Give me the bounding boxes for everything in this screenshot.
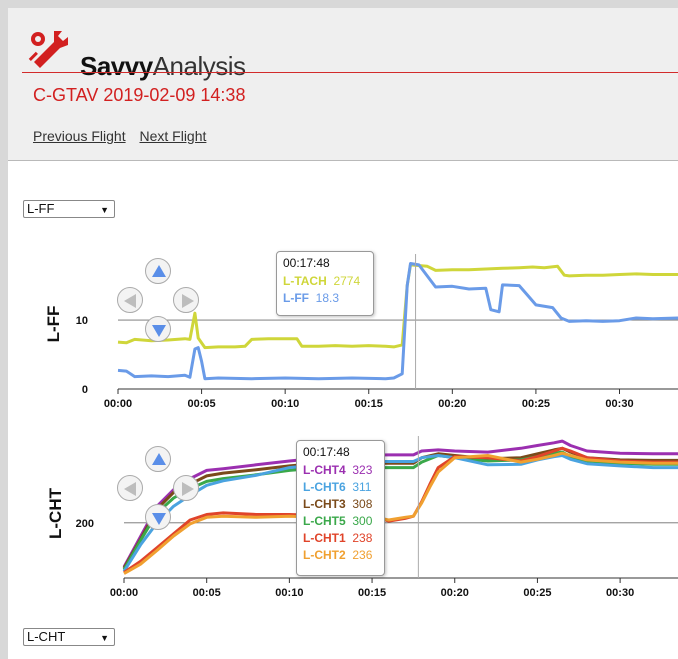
- chart1-xtick-label: 00:30: [605, 398, 633, 410]
- pan-left-button[interactable]: [117, 475, 143, 501]
- chart2-series-l-cht4: [122, 439, 678, 568]
- tooltip-row-cht4: L-CHT4 323: [303, 463, 373, 477]
- arrow-left-icon: [124, 482, 136, 496]
- arrow-up-icon: [152, 453, 166, 465]
- pan-up-button[interactable]: [145, 258, 171, 284]
- pan-right-button[interactable]: [173, 475, 199, 501]
- arrow-left-icon: [124, 294, 136, 308]
- brand-name: SavvyAnalysis: [80, 51, 246, 81]
- chart1-xtick-label: 00:00: [104, 398, 132, 410]
- brand-logo[interactable]: SavvyAnalysis: [24, 21, 264, 81]
- parameter-select-top-value: L-FF: [27, 201, 55, 216]
- chart2-tooltip: 00:17:48 L-CHT4 323 L-CHT6 311 L-CHT3 30…: [296, 440, 385, 576]
- chart2-pan-controls: [113, 444, 203, 534]
- tooltip-row-cht2: L-CHT2 236: [303, 548, 373, 562]
- chart2-xtick-label: 00:25: [523, 587, 551, 599]
- flight-title: C-GTAV 2019-02-09 14:38: [33, 85, 246, 105]
- tooltip-row-cht6: L-CHT6 311: [303, 480, 372, 494]
- fuel-flow-chart[interactable]: 0 10 00:00 00:05 00:10 00:15 00:20 00:25 00:30 00…: [0, 0, 678, 420]
- chart1-xtick-label: 00:05: [188, 398, 216, 410]
- chart2-xtick-label: 00:20: [441, 587, 469, 599]
- tooltip-row-cht1: L-CHT1 238: [303, 531, 373, 545]
- chart1-series-l-ff: [117, 262, 678, 381]
- chevron-down-icon: ▼: [100, 633, 109, 643]
- parameter-select-bottom-value: L-CHT: [27, 629, 66, 644]
- pan-right-button[interactable]: [173, 287, 199, 313]
- chart1-xtick-label: 00:15: [355, 398, 383, 410]
- chart2-series-l-cht2: [123, 451, 678, 575]
- tooltip-row-ff: L-FF 18.3: [283, 291, 340, 305]
- chart1-series-l-tach: [117, 263, 678, 350]
- pan-up-button[interactable]: [145, 446, 171, 472]
- chart1-xtick-label: 00:25: [522, 398, 550, 410]
- arrow-right-icon: [182, 294, 194, 308]
- previous-flight-link[interactable]: Previous Flight: [33, 128, 126, 144]
- flight-nav: Previous Flight Next Flight: [33, 128, 216, 144]
- arrow-down-icon: [152, 513, 166, 525]
- chart1-ytick-label: 0: [82, 384, 88, 396]
- wrench-logo-icon: [28, 31, 68, 68]
- pan-left-button[interactable]: [117, 287, 143, 313]
- arrow-up-icon: [152, 265, 166, 277]
- tooltip-row-cht3: L-CHT3 308: [303, 497, 373, 511]
- tooltip-time: 00:17:48: [283, 256, 330, 270]
- chart1-pan-controls: [113, 256, 203, 346]
- tooltip-row-cht5: L-CHT5 300: [303, 514, 373, 528]
- next-flight-link[interactable]: Next Flight: [139, 128, 207, 144]
- page-header: SavvyAnalysis C-GTAV 2019-02-09 14:38 Pr…: [8, 8, 678, 161]
- chart1-xtick-label: 00:20: [438, 398, 466, 410]
- chart1-tooltip: 00:17:48 L-TACH 2774 L-FF 18.3: [276, 251, 374, 316]
- tooltip-time: 00:17:48: [303, 445, 350, 459]
- arrow-down-icon: [152, 325, 166, 337]
- chevron-down-icon: ▼: [100, 205, 109, 215]
- browser-frame-top: [0, 0, 678, 8]
- pan-down-button[interactable]: [145, 504, 171, 530]
- parameter-select-top[interactable]: L-FF ▼: [23, 200, 115, 218]
- browser-frame-left: [0, 0, 8, 659]
- tooltip-row-tach: L-TACH 2774: [283, 274, 361, 288]
- chart1-ytick-label: 10: [76, 315, 88, 327]
- chart2-xtick-label: 00:10: [275, 587, 303, 599]
- chart2-ytick-label: 200: [76, 518, 94, 530]
- parameter-select-bottom[interactable]: L-CHT ▼: [23, 628, 115, 646]
- chart2-xtick-label: 00:05: [193, 587, 221, 599]
- header-divider: [22, 72, 678, 73]
- chart2-xtick-label: 00:30: [606, 587, 634, 599]
- chart2-xtick-label: 00:15: [358, 587, 386, 599]
- pan-down-button[interactable]: [145, 316, 171, 342]
- chart2-xtick-label: 00:00: [110, 587, 138, 599]
- chart1-xtick-label: 00:10: [271, 398, 299, 410]
- arrow-right-icon: [182, 482, 194, 496]
